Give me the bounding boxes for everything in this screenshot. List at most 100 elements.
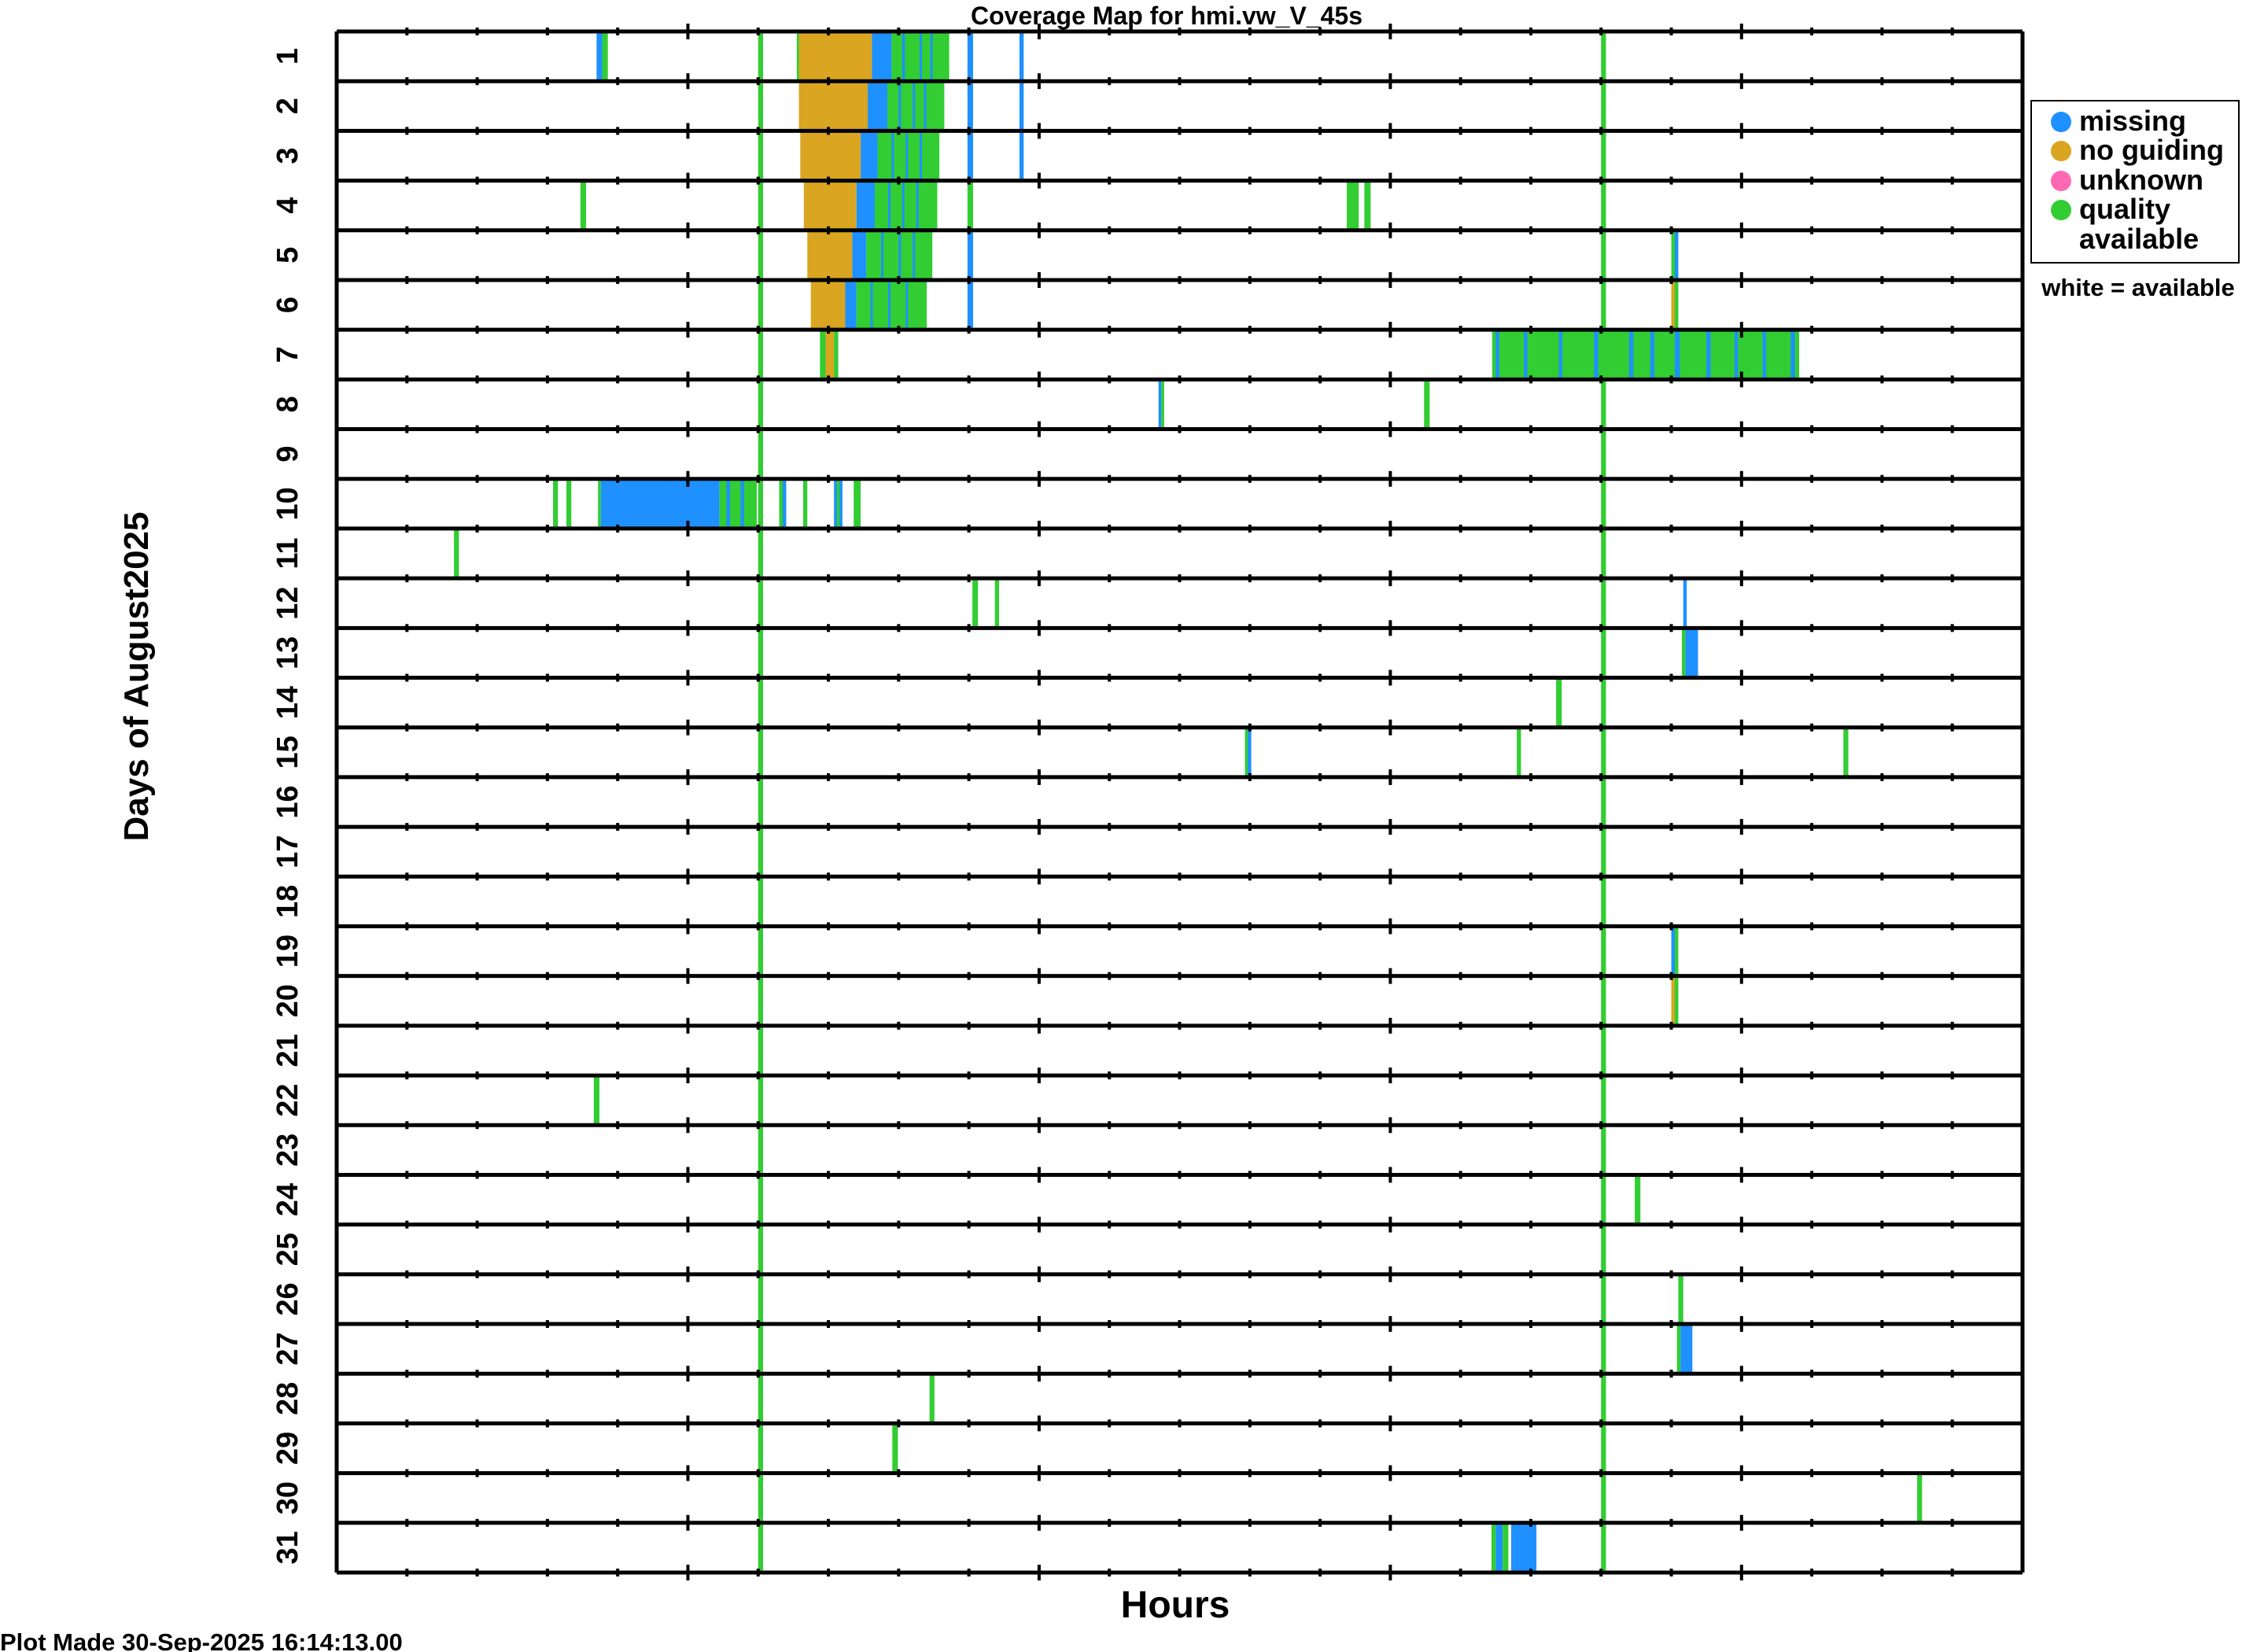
segment-quality (1601, 230, 1606, 280)
day-label: 21 (271, 1034, 304, 1067)
segment-quality (892, 1423, 898, 1473)
segment-quality (758, 31, 764, 82)
segment-quality (758, 1174, 764, 1225)
segment-missing (913, 81, 916, 131)
segment-quality (758, 776, 764, 828)
segment-quality (758, 1374, 764, 1424)
segment-missing (740, 478, 744, 529)
segment-quality (758, 926, 764, 976)
segment-missing (1675, 230, 1679, 280)
segment-missing (902, 180, 905, 230)
segment-missing (1510, 1522, 1537, 1573)
segment-missing (967, 279, 973, 330)
segment-quality (994, 578, 1000, 629)
segment-quality (758, 876, 764, 927)
segment-quality (1491, 1522, 1496, 1573)
segment-quality (758, 1125, 764, 1175)
segment-quality (758, 279, 764, 330)
segment-quality (758, 1423, 764, 1473)
segment-quality (877, 131, 940, 181)
segment-quality (758, 727, 764, 777)
segment-quality (758, 628, 764, 678)
segment-quality (1492, 330, 1800, 380)
segment-missing (905, 279, 909, 330)
segment-quality (1517, 727, 1521, 777)
segment-missing (1248, 727, 1252, 777)
segment-quality (1601, 1274, 1606, 1325)
segment-missing (916, 180, 919, 230)
plot-made-footer: Plot Made 30-Sep-2025 16:14:13.00 (0, 1628, 403, 1652)
segment-missing (1734, 330, 1739, 380)
segment-quality (1675, 975, 1679, 1026)
segment-quality (1601, 1224, 1606, 1274)
legend-label-unknown: unknown (2079, 164, 2203, 196)
segment-noguide (800, 131, 861, 181)
day-label: 1 (271, 48, 304, 65)
segment-quality (758, 1522, 764, 1573)
segment-quality (1601, 975, 1606, 1026)
segment-quality (1601, 1423, 1606, 1473)
segment-quality (1347, 180, 1359, 230)
segment-missing (913, 230, 916, 280)
segment-quality (1601, 926, 1606, 976)
segment-missing (967, 131, 973, 181)
segment-quality (1601, 876, 1606, 927)
segment-quality (887, 81, 945, 131)
segment-quality (1601, 131, 1606, 181)
day-label: 27 (271, 1332, 304, 1365)
segment-missing (887, 279, 891, 330)
segment-quality (836, 478, 840, 529)
segment-quality (758, 429, 764, 479)
day-label: 11 (271, 537, 304, 569)
segment-quality (758, 1075, 764, 1126)
segment-quality (1601, 478, 1606, 529)
segment-quality (820, 330, 826, 380)
segment-missing (967, 230, 973, 280)
segment-quality (1161, 379, 1164, 430)
segment-missing (783, 478, 787, 529)
segment-quality (1843, 727, 1849, 777)
segment-missing (1671, 926, 1676, 976)
segment-quality (1601, 1374, 1606, 1424)
segment-quality (1675, 279, 1679, 330)
day-label: 15 (271, 736, 304, 769)
day-label: 17 (271, 835, 304, 868)
segment-quality (1601, 31, 1606, 82)
segment-quality (1601, 578, 1606, 629)
segment-quality (593, 1075, 599, 1126)
y-tick-labels: 1234567891011121314151617181920212223242… (271, 48, 304, 1565)
segment-quality (566, 478, 572, 529)
y-axis-label: Days of August2025 (117, 512, 156, 842)
day-label: 25 (271, 1233, 304, 1266)
legend-label-no-guiding: no guiding (2079, 134, 2224, 166)
coverage-segments (454, 31, 1923, 1573)
day-label: 24 (271, 1183, 304, 1216)
segment-quality (1601, 677, 1606, 728)
segment-quality (598, 478, 601, 529)
chart-title: Coverage Map for hmi.vw_V_45s (971, 2, 1363, 30)
segment-quality (856, 279, 927, 330)
segment-quality (1503, 1522, 1509, 1573)
segment-quality (758, 230, 764, 280)
segment-missing (967, 81, 973, 131)
segment-missing (1495, 330, 1499, 380)
segment-missing (920, 31, 923, 82)
segment-missing (930, 31, 933, 82)
segment-quality (758, 1025, 764, 1076)
segment-quality (1601, 1522, 1606, 1573)
segment-noguide (1671, 975, 1676, 1026)
segment-quality (758, 975, 764, 1026)
day-label: 29 (271, 1432, 304, 1465)
day-label: 23 (271, 1134, 304, 1167)
segment-quality (1635, 1174, 1641, 1225)
segment-quality (580, 180, 586, 230)
segment-quality (719, 478, 757, 529)
segment-missing (924, 81, 927, 131)
segment-missing (891, 131, 894, 181)
segment-quality (1364, 180, 1371, 230)
segment-quality (1601, 279, 1606, 330)
segment-missing (967, 31, 973, 82)
legend-swatch-missing (2051, 112, 2071, 132)
legend-swatch-unknown (2051, 171, 2071, 191)
segment-quality (1601, 1125, 1606, 1175)
